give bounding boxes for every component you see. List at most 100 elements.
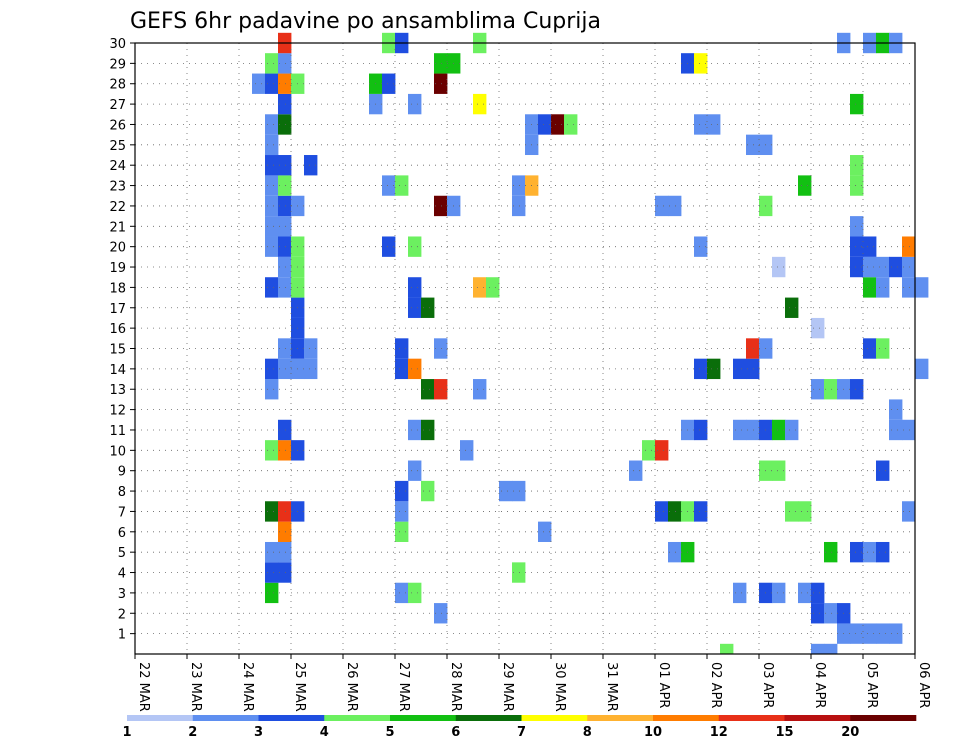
precip-cell	[278, 501, 292, 522]
precip-cell	[265, 562, 279, 583]
precip-cell	[265, 236, 279, 257]
precip-cell	[512, 175, 526, 196]
y-tick-label: 26	[109, 118, 126, 133]
precip-cell	[902, 256, 916, 278]
precip-cell	[863, 277, 877, 298]
precip-cell	[421, 297, 435, 318]
precip-cell	[850, 236, 864, 257]
y-tick-label: 16	[109, 322, 126, 337]
colorbar-label: 8	[583, 725, 592, 740]
x-tick-label: 22 MAR	[136, 662, 151, 712]
precip-cell	[733, 582, 747, 604]
colorbar-swatch	[455, 715, 522, 721]
y-tick-label: 1	[118, 628, 126, 643]
precip-cell	[876, 338, 890, 359]
precip-cell	[265, 358, 279, 380]
y-tick-label: 6	[118, 526, 126, 541]
precip-cell	[408, 358, 422, 380]
y-tick-label: 17	[109, 302, 126, 317]
y-tick-label: 23	[109, 180, 126, 195]
x-tick-label: 29 MAR	[500, 662, 515, 712]
precip-cell	[694, 53, 708, 74]
precip-cell	[694, 501, 708, 522]
precip-cell	[265, 195, 279, 217]
precip-cell	[421, 480, 435, 502]
precip-cell	[694, 358, 708, 380]
precip-cell	[798, 501, 812, 522]
colorbar-swatch	[127, 715, 194, 721]
y-tick-label: 3	[118, 587, 126, 602]
precip-cell	[850, 379, 864, 400]
precip-cell	[629, 460, 643, 481]
precip-cell	[473, 379, 487, 400]
precip-cell	[473, 93, 487, 115]
precip-cell	[265, 216, 279, 237]
precip-cell	[382, 73, 396, 94]
precip-cell	[694, 236, 708, 257]
precip-cell	[512, 562, 526, 583]
x-tick-label: 01 APR	[656, 662, 671, 708]
y-tick-label: 12	[109, 404, 126, 419]
chart-title: GEFS 6hr padavine po ansamblima Cuprija	[130, 9, 601, 34]
precip-cell	[798, 582, 812, 604]
colorbar: 1 2 3 4 5 6 7 8 10 12 15 20	[122, 715, 917, 740]
precip-cell	[460, 440, 474, 461]
x-tick-label: 02 APR	[708, 662, 723, 708]
y-tick-label: 22	[109, 200, 126, 215]
precip-cell	[395, 338, 409, 359]
precip-cell	[434, 379, 448, 400]
precip-cell	[850, 175, 864, 196]
y-tick-label: 24	[109, 159, 126, 174]
precip-cell	[278, 114, 292, 135]
precip-cell	[889, 256, 903, 278]
precip-cell	[304, 338, 318, 359]
precip-cell	[824, 603, 838, 624]
precip-cell	[408, 93, 422, 115]
precip-cell	[902, 501, 916, 522]
y-tick-label: 9	[118, 465, 126, 480]
precip-cell	[902, 419, 916, 441]
precip-cell	[278, 338, 292, 359]
x-tick-label: 05 APR	[864, 662, 879, 708]
colorbar-swatch	[587, 715, 654, 721]
precip-cell	[265, 134, 279, 156]
x-tick-label: 26 MAR	[344, 662, 359, 712]
y-tick-label: 8	[118, 485, 126, 500]
precip-cell	[863, 256, 877, 278]
colorbar-swatch	[850, 715, 917, 721]
colorbar-swatch	[258, 715, 325, 721]
y-tick-label: 25	[109, 139, 126, 154]
precip-cell	[746, 338, 760, 359]
precip-cell	[252, 73, 266, 94]
precip-cell	[408, 297, 422, 318]
precip-cell	[408, 582, 422, 604]
y-tick-label: 29	[109, 57, 126, 72]
precip-cell	[278, 155, 292, 176]
precip-cell	[655, 440, 669, 461]
precip-cell	[863, 541, 877, 563]
y-tick-label: 30	[109, 37, 126, 52]
precip-cell	[876, 623, 890, 644]
grid-layer	[134, 42, 916, 654]
colorbar-swatch	[653, 715, 720, 721]
colorbar-swatch	[784, 715, 851, 721]
precip-cell	[902, 277, 916, 298]
precip-cell	[746, 419, 760, 441]
precip-cell	[694, 114, 708, 135]
precip-cell	[395, 480, 409, 502]
x-tick-label: 25 MAR	[292, 662, 307, 712]
precip-cell	[265, 277, 279, 298]
y-tick-label: 2	[118, 607, 126, 622]
precip-cell	[434, 53, 448, 74]
colorbar-swatch	[324, 715, 391, 721]
colorbar-label: 2	[188, 725, 197, 740]
precip-cell	[889, 419, 903, 441]
precip-cell	[395, 358, 409, 380]
precip-cell	[889, 623, 903, 644]
x-axis: 22 MAR 23 MAR 24 MAR 25 MAR 26 MAR 27 MAR 28 M…	[134, 654, 931, 712]
precip-cell	[408, 460, 422, 481]
precip-cell	[265, 175, 279, 196]
cells-layer	[252, 32, 929, 654]
y-tick-label: 28	[109, 78, 126, 93]
